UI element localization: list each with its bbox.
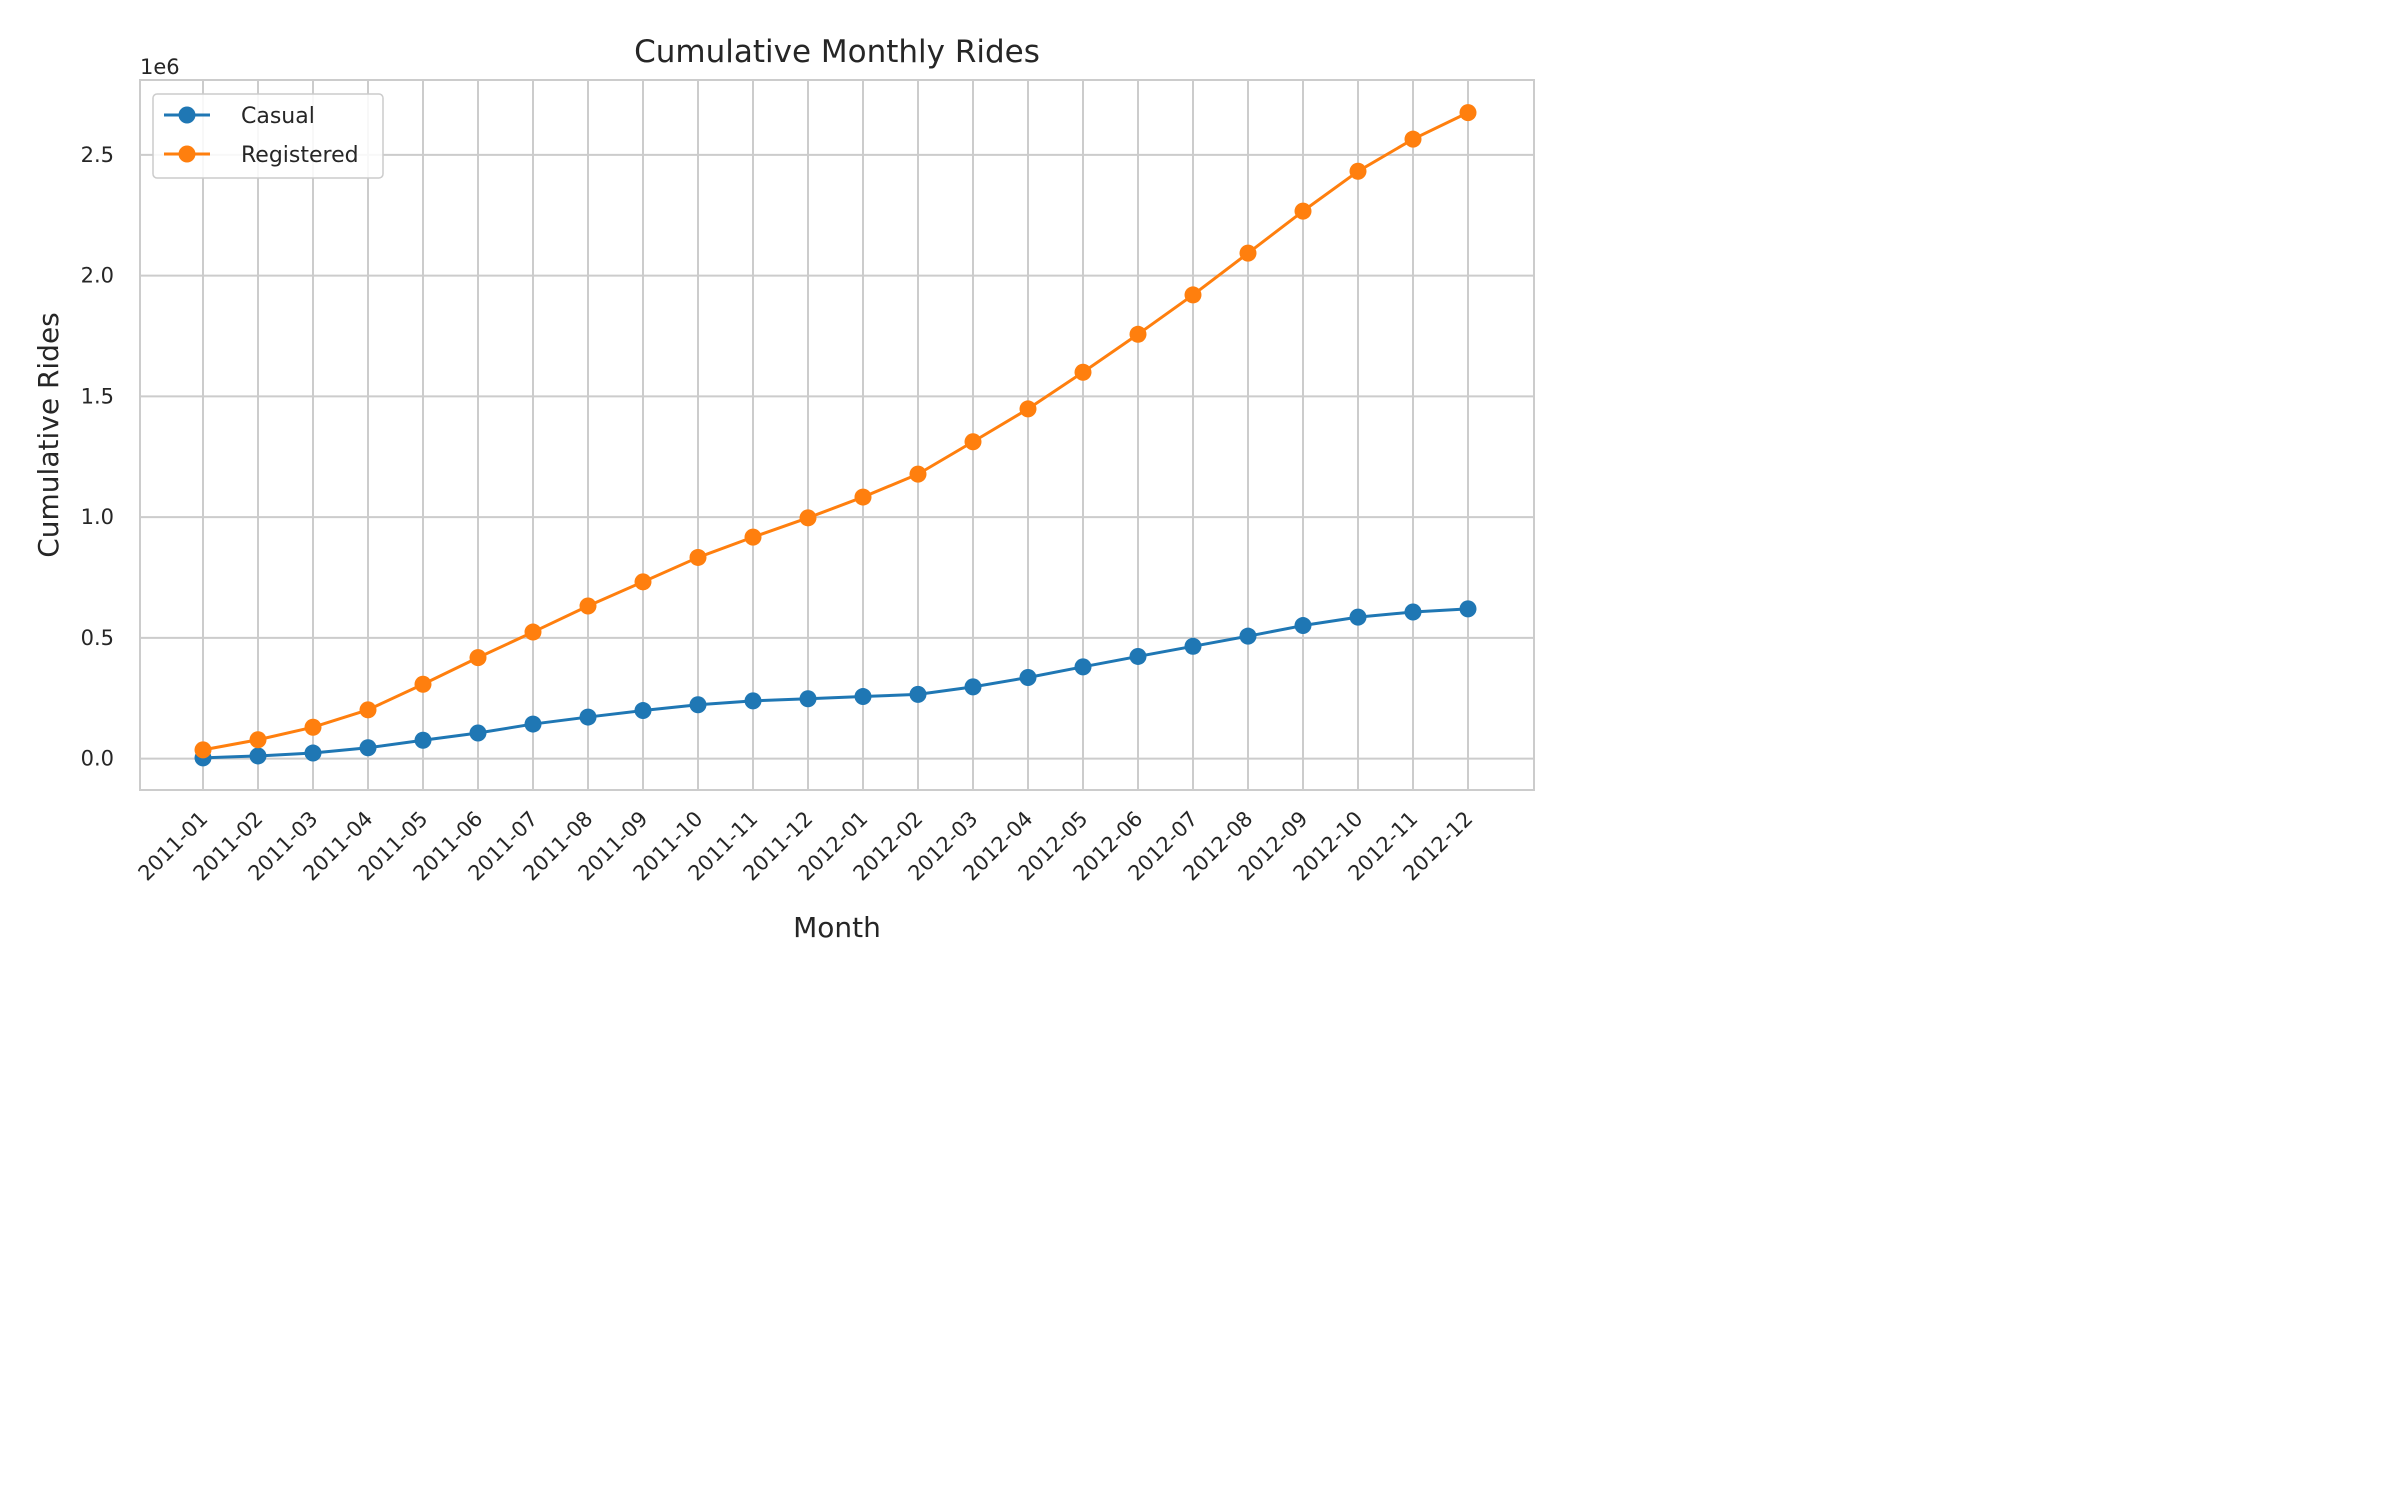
data-point <box>304 744 322 762</box>
legend-label: Casual <box>241 104 315 129</box>
data-point <box>1019 400 1037 418</box>
series-layer <box>194 104 1477 767</box>
data-point <box>1074 658 1092 676</box>
data-point <box>854 488 872 506</box>
y-offset-label: 1e6 <box>140 55 180 79</box>
data-point <box>744 528 762 546</box>
data-point <box>1404 603 1422 621</box>
series-casual <box>194 600 1477 767</box>
line-chart: 0.0 0.5 1.0 1.5 2.0 2.5 2011-012011-022011-03… <box>32 34 1535 944</box>
y-tick-labels: 0.0 0.5 1.0 1.5 2.0 2.5 <box>81 143 114 771</box>
data-point <box>249 731 267 749</box>
data-point <box>689 696 707 714</box>
data-point <box>249 747 267 765</box>
data-point <box>1019 668 1037 686</box>
data-point <box>1239 627 1257 645</box>
data-point <box>359 739 377 757</box>
data-point <box>1459 600 1477 618</box>
data-point <box>909 685 927 703</box>
plot-area-frame <box>139 79 1535 791</box>
data-point <box>414 675 432 693</box>
series-line <box>202 607 1469 760</box>
y-tick-label: 1.0 <box>81 505 114 529</box>
data-point <box>469 649 487 667</box>
legend-marker <box>178 106 196 124</box>
data-point <box>1294 202 1312 220</box>
data-point <box>634 702 652 720</box>
data-point <box>1349 608 1367 626</box>
y-tick-label: 0.0 <box>81 747 114 771</box>
y-axis-title: Cumulative Rides <box>32 312 65 558</box>
data-point <box>359 701 377 719</box>
series-line <box>202 111 1469 752</box>
data-point <box>524 623 542 641</box>
data-point <box>1184 637 1202 655</box>
legend: Casual Registered <box>152 93 384 179</box>
grid-lines <box>140 80 1534 790</box>
data-point <box>964 433 982 451</box>
data-point <box>854 688 872 706</box>
y-tick-label: 1.5 <box>81 384 114 408</box>
data-point <box>634 573 652 591</box>
chart-title: Cumulative Monthly Rides <box>634 34 1040 70</box>
data-point <box>579 597 597 615</box>
y-tick-label: 0.5 <box>81 626 114 650</box>
data-point <box>964 678 982 696</box>
x-axis-title: Month <box>793 911 881 944</box>
data-point <box>689 548 707 566</box>
data-point <box>1349 162 1367 180</box>
data-point <box>799 509 817 527</box>
data-point <box>799 690 817 708</box>
data-point <box>1239 244 1257 262</box>
data-point <box>909 465 927 483</box>
data-point <box>1459 104 1477 122</box>
y-tick-label: 2.5 <box>81 143 114 167</box>
data-point <box>1129 647 1147 665</box>
data-point <box>524 715 542 733</box>
y-tick-label: 2.0 <box>81 264 114 288</box>
data-point <box>469 724 487 742</box>
data-point <box>1184 286 1202 304</box>
legend-marker <box>178 145 196 163</box>
series-registered <box>194 104 1477 759</box>
legend-box <box>152 93 384 179</box>
legend-label: Registered <box>241 143 359 168</box>
x-tick-labels: 2011-012011-022011-032011-042011-052011-… <box>134 807 1478 886</box>
data-point <box>1074 363 1092 381</box>
data-point <box>1294 617 1312 635</box>
data-point <box>304 718 322 736</box>
data-point <box>194 741 212 759</box>
data-point <box>1404 130 1422 148</box>
data-point <box>579 708 597 726</box>
data-point <box>744 692 762 710</box>
data-point <box>1129 325 1147 343</box>
data-point <box>414 731 432 749</box>
